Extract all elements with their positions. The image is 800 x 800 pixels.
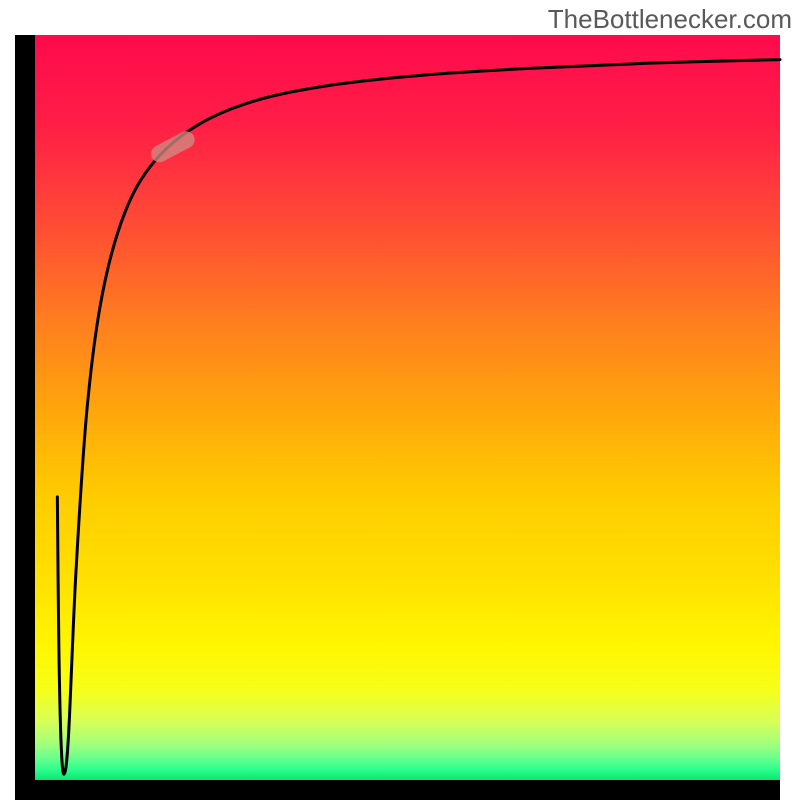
chart-svg — [0, 0, 800, 800]
plot-background-gradient — [35, 35, 780, 780]
figure-container: TheBottlenecker.com — [0, 0, 800, 800]
x-axis-border — [15, 780, 780, 800]
y-axis-border — [15, 35, 35, 800]
